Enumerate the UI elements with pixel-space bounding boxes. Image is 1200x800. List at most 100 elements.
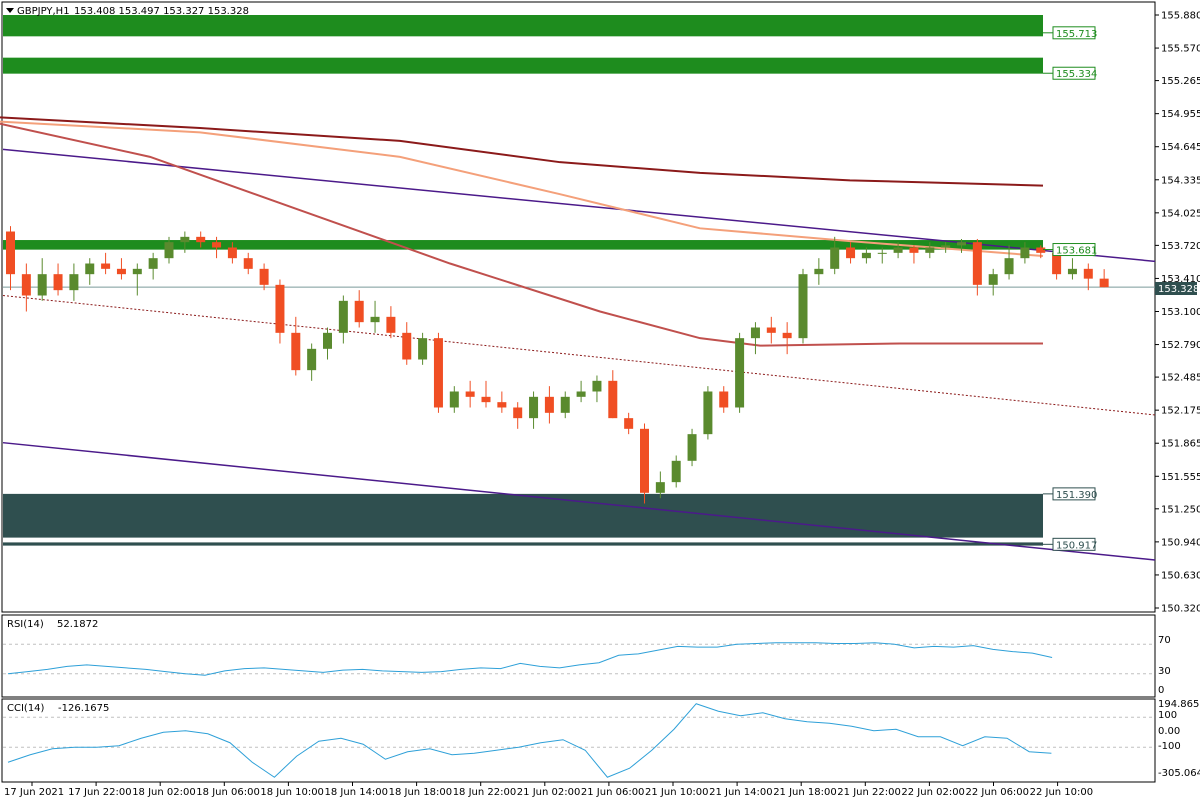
candle-body xyxy=(798,274,808,339)
price-tick-label: 152.485 xyxy=(1161,373,1200,384)
ma-fast-line xyxy=(0,122,1043,347)
price-tick-label: 154.645 xyxy=(1161,142,1200,153)
time-tick-label: 18 Jun 10:00 xyxy=(260,787,324,798)
level-tag-box xyxy=(1052,243,1096,257)
price-axis: 155.880 155.570 155.265 154.955 154.645 154.3… xyxy=(1155,11,1200,615)
cci-level-min: -305.0646 xyxy=(1158,768,1200,779)
candle-body xyxy=(750,327,760,339)
candle-body xyxy=(370,316,380,323)
candle-body xyxy=(814,268,824,275)
candle-body xyxy=(497,402,507,408)
cci-level-100: 100 xyxy=(1158,710,1177,721)
candle-body xyxy=(703,391,713,435)
candle-body xyxy=(513,407,523,419)
candle-body xyxy=(180,236,190,243)
price-tick-label: 151.250 xyxy=(1161,504,1200,515)
candle-body xyxy=(275,284,285,333)
candle-body xyxy=(1052,252,1062,275)
candle-body xyxy=(782,332,792,339)
candle-body xyxy=(465,391,475,397)
zone-demand-3 xyxy=(3,493,1043,538)
candle-body xyxy=(719,391,729,408)
candle-body xyxy=(53,274,63,291)
cci-level-0: 0.00 xyxy=(1158,726,1180,737)
price-tick-label: 153.410 xyxy=(1161,274,1200,285)
candle-body xyxy=(69,274,79,291)
candle-body xyxy=(544,396,554,413)
current-price-label: 153.328 xyxy=(1158,284,1199,295)
price-tick-label: 152.175 xyxy=(1161,406,1200,417)
current-price-tag xyxy=(1155,282,1197,295)
candle-body xyxy=(925,247,935,253)
candle-body xyxy=(830,247,840,269)
candle-body xyxy=(608,380,618,419)
price-tick-label: 154.335 xyxy=(1161,175,1200,186)
price-tick-label: 151.555 xyxy=(1161,472,1200,483)
time-tick-label: 21 Jun 06:00 xyxy=(581,787,645,798)
cci-panel-frame xyxy=(1,698,1156,783)
candle-body xyxy=(972,242,982,285)
candle-body xyxy=(402,332,412,360)
candle-body xyxy=(116,268,126,275)
candle-body xyxy=(687,434,697,461)
time-axis: 17 Jun 2021 17 Jun 22:00 18 Jun 02:00 18 Ju… xyxy=(4,782,1093,798)
zones-layer xyxy=(3,15,1043,546)
candle-body xyxy=(307,348,317,371)
price-tick-label: 154.025 xyxy=(1161,208,1200,219)
candle-body xyxy=(37,274,47,296)
rsi-value: 52.1872 xyxy=(57,619,98,630)
time-tick-label: 21 Jun 02:00 xyxy=(517,787,581,798)
zone-demand-4 xyxy=(3,542,1043,546)
price-tick-label: 155.265 xyxy=(1161,76,1200,87)
candle-body xyxy=(433,338,443,408)
candle-body xyxy=(1083,268,1093,279)
time-tick-label: 22 Jun 06:00 xyxy=(966,787,1030,798)
ma-mid-line xyxy=(0,120,1044,258)
candle-body xyxy=(386,316,396,333)
rsi-name: RSI(14) xyxy=(7,619,44,630)
indicator-layer xyxy=(3,642,1155,778)
symbol-title: GBPJPY,H1 xyxy=(17,6,70,17)
candle-body xyxy=(560,396,570,413)
time-tick-label: 18 Jun 06:00 xyxy=(196,787,260,798)
price-tick-label: 155.880 xyxy=(1161,11,1200,22)
candle-body xyxy=(85,263,95,275)
time-tick-label: 21 Jun 18:00 xyxy=(773,787,837,798)
zone-supply-1 xyxy=(3,57,1043,74)
candle-body xyxy=(1020,247,1030,259)
candle-body xyxy=(259,268,269,285)
candle-body xyxy=(957,242,966,246)
level-tag-label: 153.681 xyxy=(1056,246,1097,257)
time-tick-label: 18 Jun 02:00 xyxy=(132,787,196,798)
time-tick-label: 18 Jun 22:00 xyxy=(453,787,517,798)
time-tick-label: 21 Jun 22:00 xyxy=(837,787,901,798)
rsi-level-70: 70 xyxy=(1158,635,1171,646)
price-tick-label: 155.570 xyxy=(1161,44,1200,55)
time-tick-label: 18 Jun 18:00 xyxy=(389,787,453,798)
rsi-level-0: 0 xyxy=(1158,685,1164,696)
candle-body xyxy=(323,332,332,349)
candle-body xyxy=(338,300,348,333)
candle-body xyxy=(877,252,887,254)
time-tick-label: 17 Jun 22:00 xyxy=(68,787,132,798)
level-tag-label: 155.334 xyxy=(1056,69,1097,80)
price-panel-frame xyxy=(1,1,1156,613)
candle-body xyxy=(1067,268,1077,275)
time-tick-label: 21 Jun 14:00 xyxy=(709,787,773,798)
candle-body xyxy=(592,380,602,392)
price-tick-label: 153.720 xyxy=(1161,241,1200,252)
candle-body xyxy=(766,327,776,333)
candle-body xyxy=(6,231,15,275)
time-tick-label: 22 Jun 10:00 xyxy=(1030,787,1094,798)
candle-body xyxy=(655,482,665,493)
candle-body xyxy=(1004,258,1014,275)
cci-level-max: 194.8659 xyxy=(1158,699,1200,710)
level-tag-box xyxy=(1052,66,1096,80)
level-tag-label: 155.713 xyxy=(1056,29,1097,40)
candle-body xyxy=(196,236,206,243)
candle-body xyxy=(164,242,174,259)
time-tick-label: 21 Jun 10:00 xyxy=(645,787,709,798)
candle-body xyxy=(893,247,903,253)
collapse-triangle-icon[interactable] xyxy=(6,8,14,13)
